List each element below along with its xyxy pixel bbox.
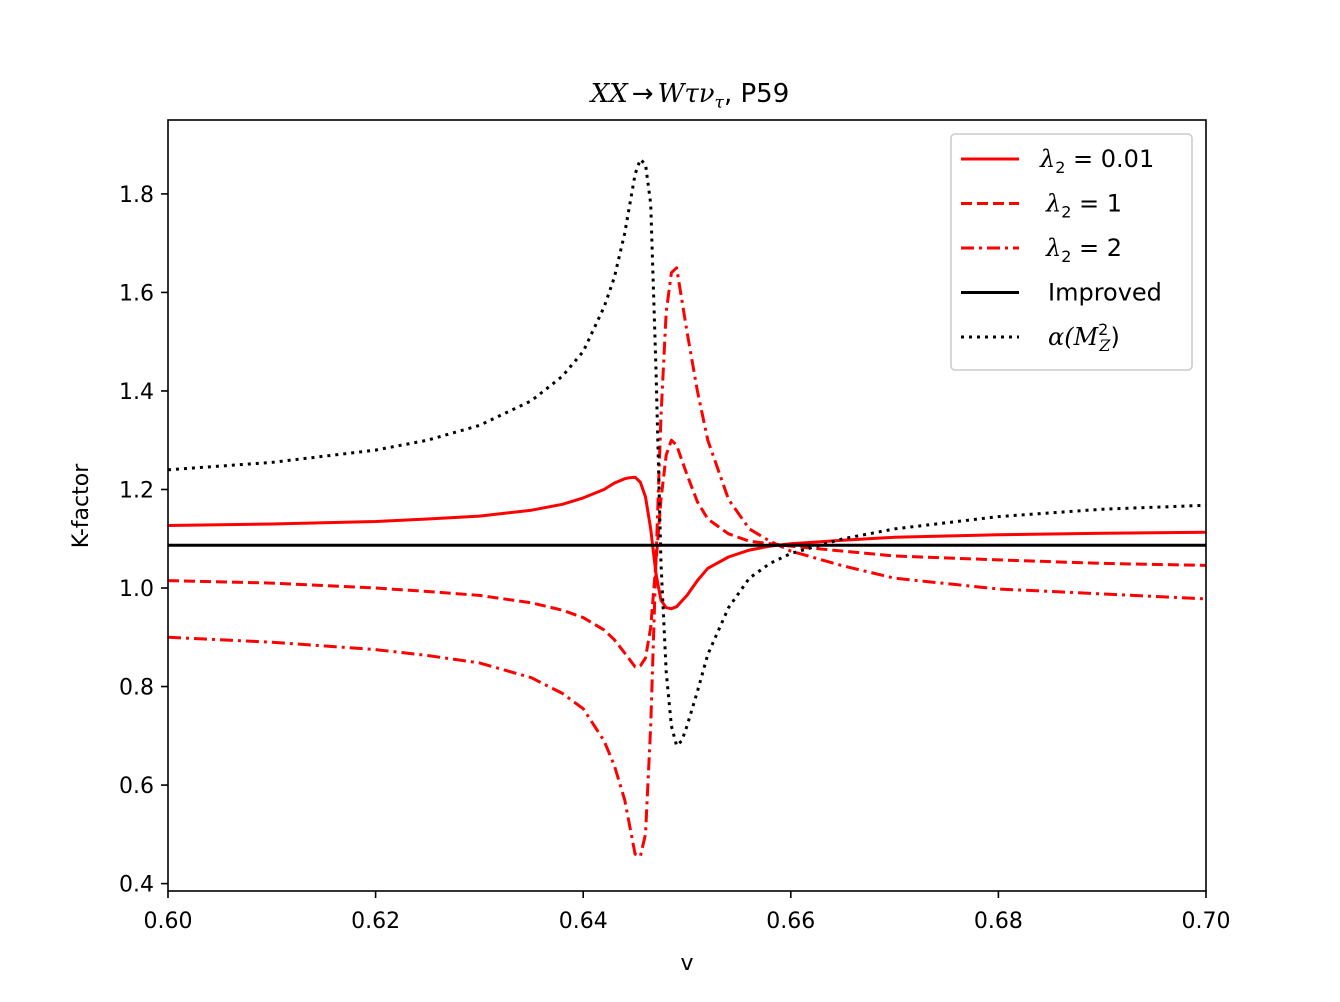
x-axis-label: v — [680, 951, 693, 976]
plot-frame — [167, 119, 1207, 892]
y-tick-label: 1.4 — [119, 380, 154, 405]
legend-box — [950, 133, 1193, 371]
x-tick-label: 0.62 — [351, 909, 400, 934]
series-layer — [168, 157, 1206, 858]
y-tick-label: 1.2 — [119, 478, 154, 503]
y-tick-label: 1.8 — [119, 183, 154, 208]
y-tick-label: 0.6 — [119, 774, 154, 799]
y-axis-label: K-factor — [69, 463, 94, 548]
y-axis: 0.4 0.6 0.8 1.0 1.2 1.4 1.6 1.8 — [119, 183, 168, 898]
x-tick-label: 0.60 — [144, 909, 193, 934]
legend-label-2: λ2 = 2 — [1045, 234, 1122, 266]
x-tick-label: 0.64 — [559, 909, 608, 934]
y-tick-label: 1.6 — [119, 281, 154, 306]
y-tick-label: 1.0 — [119, 577, 154, 602]
series-line-2 — [168, 266, 1206, 858]
legend-label-0: λ2 = 0.01 — [1039, 145, 1154, 177]
x-axis: 0.60 0.62 0.64 0.66 0.68 0.70 — [144, 891, 1231, 934]
y-tick-label: 0.8 — [119, 676, 154, 701]
y-tick-label: 0.4 — [119, 873, 154, 898]
legend-label-4: α(M2 Z) — [1048, 320, 1120, 355]
legend-label-1: λ2 = 1 — [1045, 190, 1122, 222]
x-tick-label: 0.68 — [974, 909, 1023, 934]
x-tick-label: 0.70 — [1182, 909, 1231, 934]
series-line-4 — [168, 157, 1206, 748]
legend-label-3: Improved — [1048, 279, 1162, 307]
chart-title: XX → Wτντ, P59 — [589, 79, 789, 113]
legend: λ2 = 0.01 λ2 = 1 λ2 = 2 Improved α(M2 Z) — [950, 133, 1193, 371]
x-tick-label: 0.66 — [766, 909, 815, 934]
